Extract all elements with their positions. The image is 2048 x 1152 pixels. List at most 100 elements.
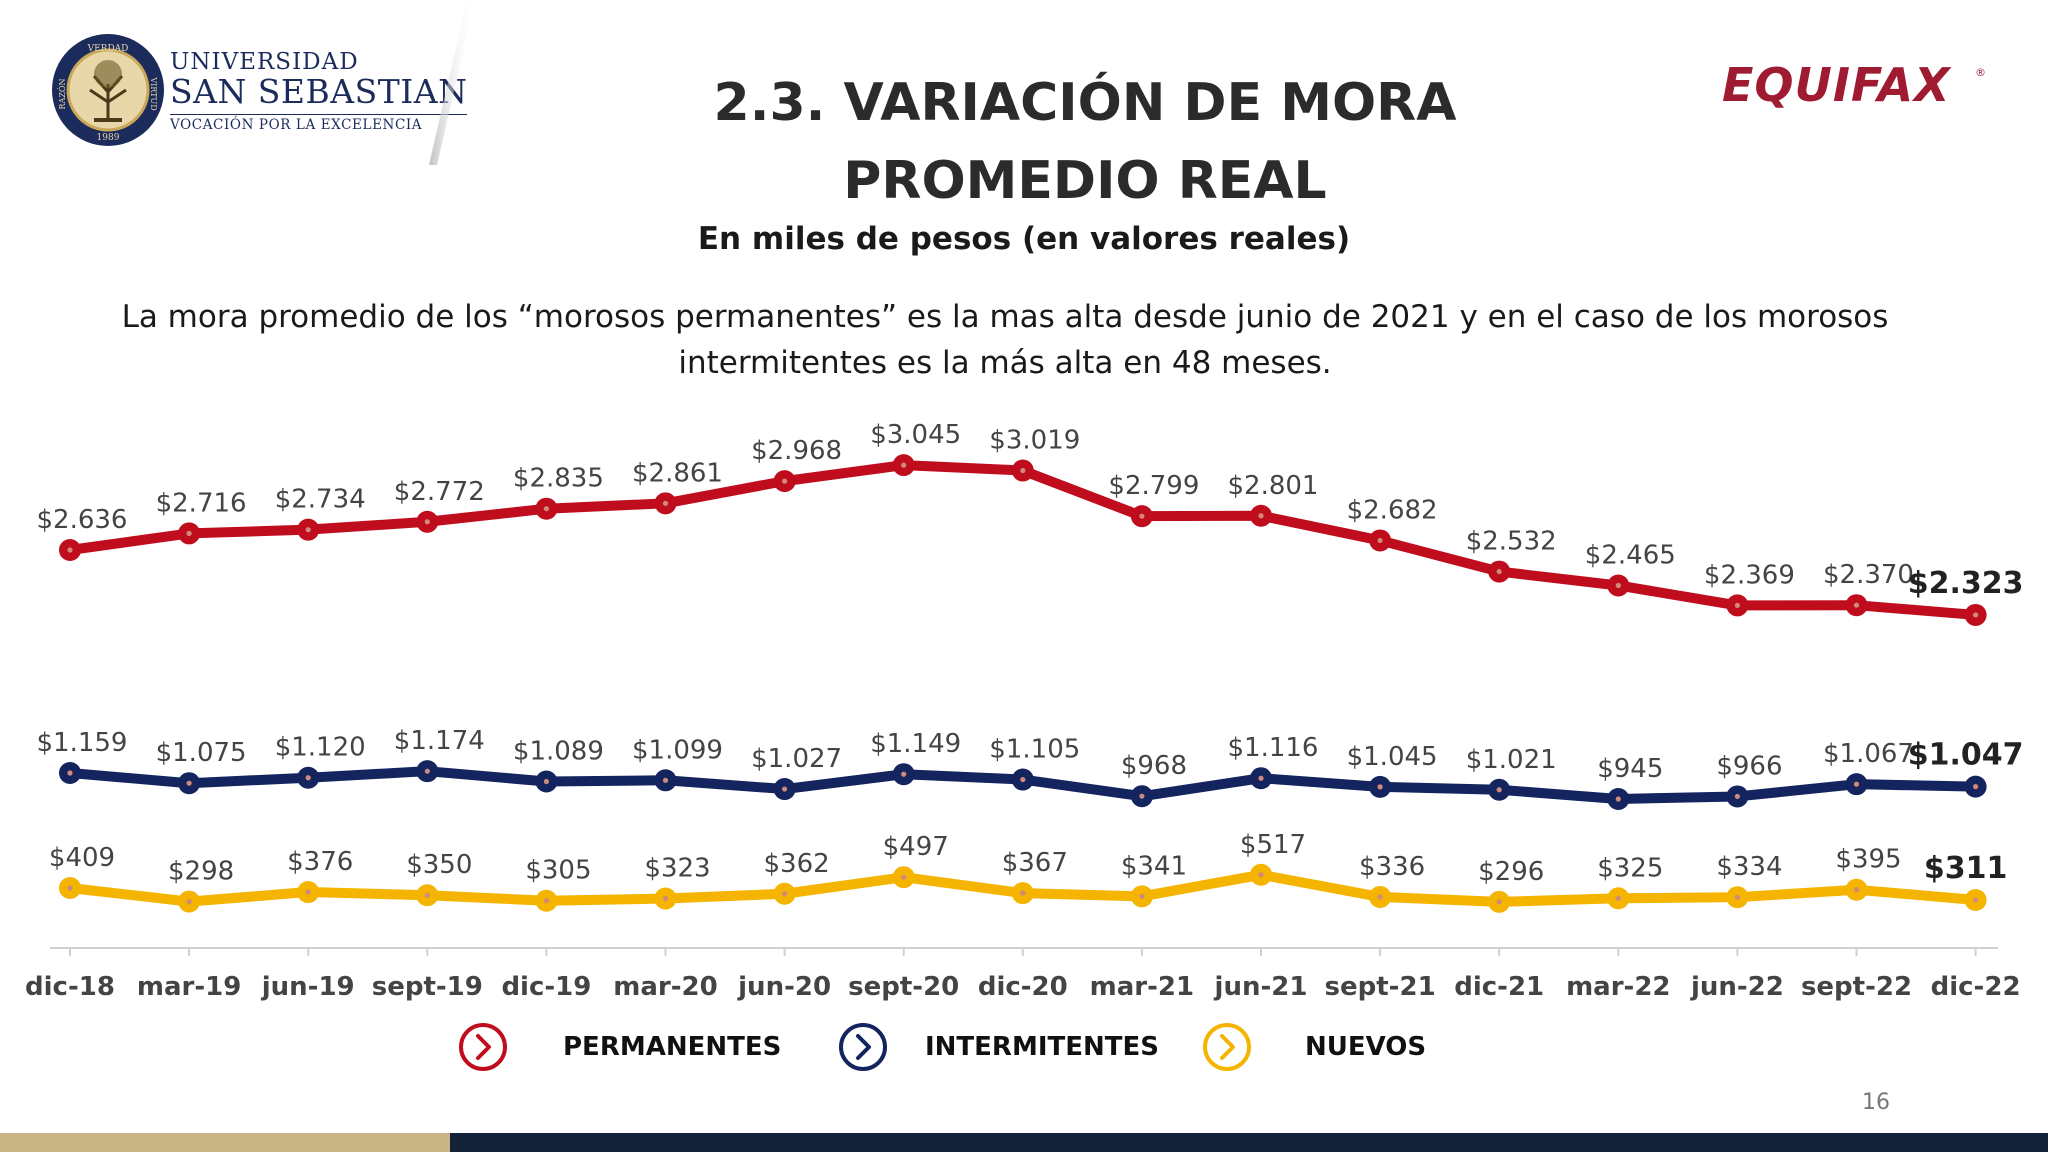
- data-point-dot: [1258, 775, 1264, 781]
- x-tick-label: mar-22: [1566, 972, 1670, 1002]
- data-label-permanentes: $2.968: [751, 436, 842, 466]
- data-point-dot: [1973, 612, 1979, 618]
- x-tick-label: mar-21: [1090, 972, 1194, 1002]
- data-point-dot: [782, 891, 788, 897]
- university-name: UNIVERSIDAD SAN SEBASTIAN VOCACIÓN POR L…: [170, 49, 468, 133]
- data-point-dot: [1020, 776, 1026, 783]
- data-label-nuevos: $367: [1002, 848, 1068, 878]
- footer-bar: [0, 1133, 2048, 1152]
- data-label-permanentes: $2.323: [1908, 566, 2024, 601]
- data-point-dot: [424, 768, 430, 774]
- chevron-circle-icon: [1203, 1023, 1251, 1071]
- x-tick-label: dic-18: [25, 972, 115, 1002]
- x-tick-label: mar-19: [137, 972, 241, 1002]
- data-label-permanentes: $3.045: [870, 420, 961, 450]
- data-point-dot: [662, 777, 669, 783]
- data-label-permanentes: $2.772: [394, 477, 485, 507]
- data-point-dot: [782, 786, 788, 792]
- data-point-dot: [1496, 568, 1502, 575]
- x-tick-label: dic-21: [1454, 972, 1544, 1002]
- data-point-dot: [1496, 787, 1502, 793]
- x-tick-label: jun-22: [1690, 972, 1784, 1002]
- x-tick-label: jun-20: [737, 972, 831, 1002]
- data-point-dot: [1734, 602, 1740, 609]
- data-label-nuevos: $517: [1240, 830, 1306, 860]
- chevron-circle-icon: [839, 1023, 887, 1071]
- data-label-nuevos: $497: [883, 832, 949, 862]
- data-point-dot: [901, 874, 907, 880]
- data-label-nuevos: $341: [1121, 851, 1187, 881]
- data-point-dot: [186, 780, 192, 786]
- data-point-dot: [305, 527, 311, 533]
- x-tick-label: sept-20: [848, 972, 959, 1002]
- data-point-dot: [1973, 897, 1979, 903]
- data-point-dot: [1615, 582, 1621, 589]
- data-point-dot: [67, 885, 73, 891]
- data-point-dot: [424, 519, 430, 525]
- data-point-dot: [67, 547, 73, 553]
- x-tick-label: dic-22: [1931, 972, 2021, 1002]
- data-label-intermitentes: $1.045: [1347, 742, 1438, 772]
- university-seal-icon: VERDAD RAZÓN VIRTUD 1989: [52, 34, 164, 146]
- chart-subtitle: En miles de pesos (en valores reales): [697, 221, 1351, 257]
- x-tick-label: dic-19: [501, 972, 591, 1002]
- data-point-dot: [543, 778, 550, 785]
- data-label-permanentes: $2.682: [1347, 495, 1438, 525]
- data-label-nuevos: $296: [1478, 857, 1544, 887]
- equifax-logo: EQUIFAX: [1722, 58, 1951, 112]
- chevron-circle-icon: [459, 1023, 507, 1071]
- page-number: 16: [1862, 1090, 1890, 1115]
- data-label-intermitentes: $1.149: [870, 729, 961, 759]
- data-point-dot: [1973, 784, 1979, 790]
- seal-left-text: RAZÓN: [58, 79, 67, 110]
- data-label-intermitentes: $1.089: [513, 737, 604, 767]
- data-point-dot: [1139, 513, 1145, 519]
- legend-label-nuevos: NUEVOS: [1305, 1032, 1427, 1062]
- data-point-dot: [305, 775, 311, 781]
- data-point-dot: [543, 506, 550, 512]
- data-point-dot: [1258, 513, 1264, 519]
- data-label-intermitentes: $966: [1716, 751, 1782, 781]
- data-label-intermitentes: $1.099: [632, 735, 723, 765]
- data-point-dot: [1139, 893, 1145, 899]
- data-label-nuevos: $395: [1835, 845, 1901, 875]
- x-tick-label: sept-22: [1801, 972, 1912, 1002]
- data-point-dot: [1734, 894, 1740, 900]
- data-point-dot: [1853, 781, 1860, 787]
- data-point-dot: [1615, 796, 1621, 802]
- data-label-nuevos: $305: [525, 856, 591, 886]
- university-line1: UNIVERSIDAD: [170, 49, 359, 75]
- university-line2: SAN SEBASTIAN: [170, 72, 468, 111]
- equifax-registered-mark: ®: [1975, 66, 1986, 79]
- x-tick-label: mar-20: [613, 972, 717, 1002]
- data-point-dot: [1377, 537, 1383, 544]
- x-tick-label: sept-21: [1325, 972, 1436, 1002]
- university-logo: VERDAD RAZÓN VIRTUD 1989 UNIVERSIDAD SAN…: [50, 32, 468, 147]
- data-point-dot: [901, 462, 907, 468]
- data-label-intermitentes: $1.021: [1466, 745, 1557, 775]
- data-label-nuevos: $311: [1924, 851, 2008, 886]
- university-tagline: VOCACIÓN POR LA EXCELENCIA: [170, 114, 468, 133]
- data-label-permanentes: $2.465: [1585, 540, 1676, 570]
- data-label-permanentes: $2.532: [1466, 527, 1557, 557]
- seal-top-text: VERDAD: [87, 44, 129, 54]
- legend-label-intermitentes: INTERMITENTES: [925, 1032, 1159, 1062]
- data-label-permanentes: $3.019: [989, 426, 1080, 456]
- data-point-dot: [424, 892, 430, 898]
- x-tick-label: sept-19: [372, 972, 483, 1002]
- data-point-dot: [662, 895, 669, 902]
- data-point-dot: [1377, 784, 1383, 790]
- data-label-permanentes: $2.799: [1108, 471, 1199, 501]
- data-label-permanentes: $2.801: [1228, 471, 1319, 501]
- data-label-permanentes: $2.835: [513, 464, 604, 494]
- data-label-permanentes: $2.636: [37, 505, 128, 535]
- data-label-intermitentes: $1.027: [751, 744, 842, 774]
- footer-accent: [0, 1133, 450, 1152]
- data-point-dot: [1377, 894, 1383, 900]
- data-label-intermitentes: $968: [1121, 751, 1187, 781]
- line-chart: dic-18 mar-19 jun-19 sept-19 dic-19 mar-20 jun…: [25, 420, 2024, 1002]
- data-label-intermitentes: $1.120: [275, 733, 366, 763]
- data-label-nuevos: $362: [764, 849, 830, 879]
- data-point-dot: [1734, 793, 1740, 800]
- chart-note: La mora promedio de los “morosos permane…: [121, 299, 1889, 381]
